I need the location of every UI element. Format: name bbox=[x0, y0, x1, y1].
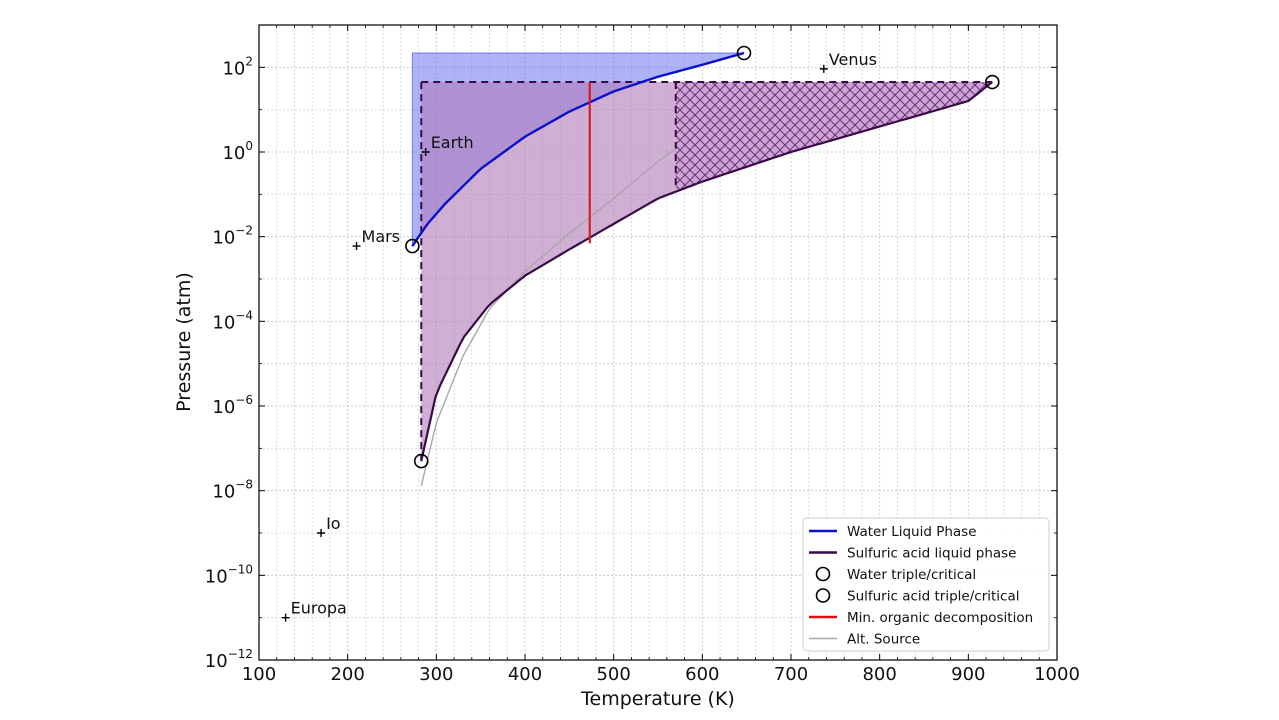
x-tick-label: 100 bbox=[242, 664, 276, 685]
y-tick-exponent: 2 bbox=[245, 54, 253, 68]
planet-label-europa: Europa bbox=[291, 599, 347, 618]
planet-label-venus: Venus bbox=[829, 50, 877, 69]
y-tick-base: 10 bbox=[205, 566, 228, 587]
planet-marker-io bbox=[317, 529, 326, 537]
y-tick-label: 10−8 bbox=[212, 478, 253, 503]
x-tick-label: 900 bbox=[951, 664, 985, 685]
y-tick-label: 10−2 bbox=[212, 224, 253, 249]
planet-label-earth: Earth bbox=[431, 133, 474, 152]
legend-label-alt-source: Alt. Source bbox=[847, 632, 920, 648]
legend-label-water-liquid-phase: Water Liquid Phase bbox=[847, 524, 977, 540]
water-triple-point-marker bbox=[405, 238, 420, 254]
x-tick-label: 500 bbox=[596, 664, 630, 685]
y-tick-exponent: −2 bbox=[235, 224, 253, 238]
x-tick-label: 600 bbox=[685, 664, 719, 685]
y-tick-base: 10 bbox=[205, 651, 228, 672]
y-tick-exponent: −4 bbox=[235, 308, 253, 322]
sulfuric-liquid-region bbox=[421, 82, 676, 462]
y-tick-exponent: −8 bbox=[235, 478, 253, 492]
x-tick-label: 200 bbox=[330, 664, 364, 685]
y-tick-exponent: −12 bbox=[228, 647, 253, 661]
phase-markers bbox=[405, 45, 1000, 469]
water-liquid-line bbox=[411, 51, 745, 247]
legend-label-sulfuric-acid-liquid-phase: Sulfuric acid liquid phase bbox=[847, 546, 1016, 562]
y-tick-label: 10−6 bbox=[212, 393, 253, 418]
sulfuric-acid-line bbox=[420, 81, 993, 462]
legend-swatch-sulfuric-acid-triple-critical bbox=[815, 588, 831, 603]
axes: 100 200 300 400 500 600 700 800 900 100010−1210−1… bbox=[205, 24, 1080, 685]
alt-source-line bbox=[420, 148, 677, 487]
sulfuric-triple-point-marker bbox=[413, 453, 429, 469]
y-tick-exponent: −6 bbox=[235, 393, 253, 407]
series-lines bbox=[411, 51, 993, 487]
x-axis-label: Temperature (K) bbox=[580, 688, 735, 710]
planet-label-io: Io bbox=[326, 514, 341, 533]
x-tick-label: 800 bbox=[862, 664, 896, 685]
legend-label-water-triple-critical: Water triple/critical bbox=[847, 567, 976, 583]
y-tick-exponent: 0 bbox=[245, 139, 253, 153]
y-tick-label: 100 bbox=[222, 139, 253, 164]
y-tick-base: 10 bbox=[212, 312, 235, 333]
planet-points: Venus Earth Mars Io Europa bbox=[281, 50, 877, 622]
sulfuric-critical-point-marker bbox=[984, 74, 1000, 90]
y-tick-base: 10 bbox=[212, 482, 235, 503]
hatched-region bbox=[675, 82, 993, 192]
water-critical-point-marker bbox=[736, 45, 752, 61]
y-tick-base: 10 bbox=[212, 397, 235, 418]
x-tick-label: 300 bbox=[419, 664, 453, 685]
y-tick-label: 10−10 bbox=[205, 562, 253, 587]
planet-marker-europa bbox=[281, 613, 290, 622]
y-tick-exponent: −10 bbox=[228, 562, 253, 576]
legend-label-sulfuric-acid-triple-critical: Sulfuric acid triple/critical bbox=[847, 589, 1020, 605]
y-tick-label: 102 bbox=[222, 54, 253, 79]
x-tick-label: 1000 bbox=[1034, 664, 1080, 685]
legend: Water Liquid Phase Sulfuric acid liquid p… bbox=[802, 517, 1050, 652]
y-tick-base: 10 bbox=[222, 58, 245, 79]
planet-marker-mars bbox=[352, 242, 361, 251]
planet-marker-earth bbox=[421, 148, 430, 156]
y-tick-base: 10 bbox=[222, 143, 245, 164]
y-tick-label: 10−4 bbox=[212, 308, 253, 333]
planet-label-mars: Mars bbox=[362, 227, 401, 246]
legend-label-min-organic-decomposition: Min. organic decomposition bbox=[847, 610, 1033, 626]
legend-box bbox=[802, 517, 1050, 652]
plot-frame bbox=[258, 24, 1058, 661]
y-axis-label: Pressure (atm) bbox=[173, 272, 195, 412]
y-tick-base: 10 bbox=[212, 228, 235, 249]
x-tick-label: 700 bbox=[774, 664, 808, 685]
legend-swatch-water-triple-critical bbox=[815, 566, 831, 582]
planet-marker-venus bbox=[819, 64, 828, 73]
y-tick-label: 10−12 bbox=[205, 647, 253, 672]
x-tick-label: 400 bbox=[508, 664, 542, 685]
